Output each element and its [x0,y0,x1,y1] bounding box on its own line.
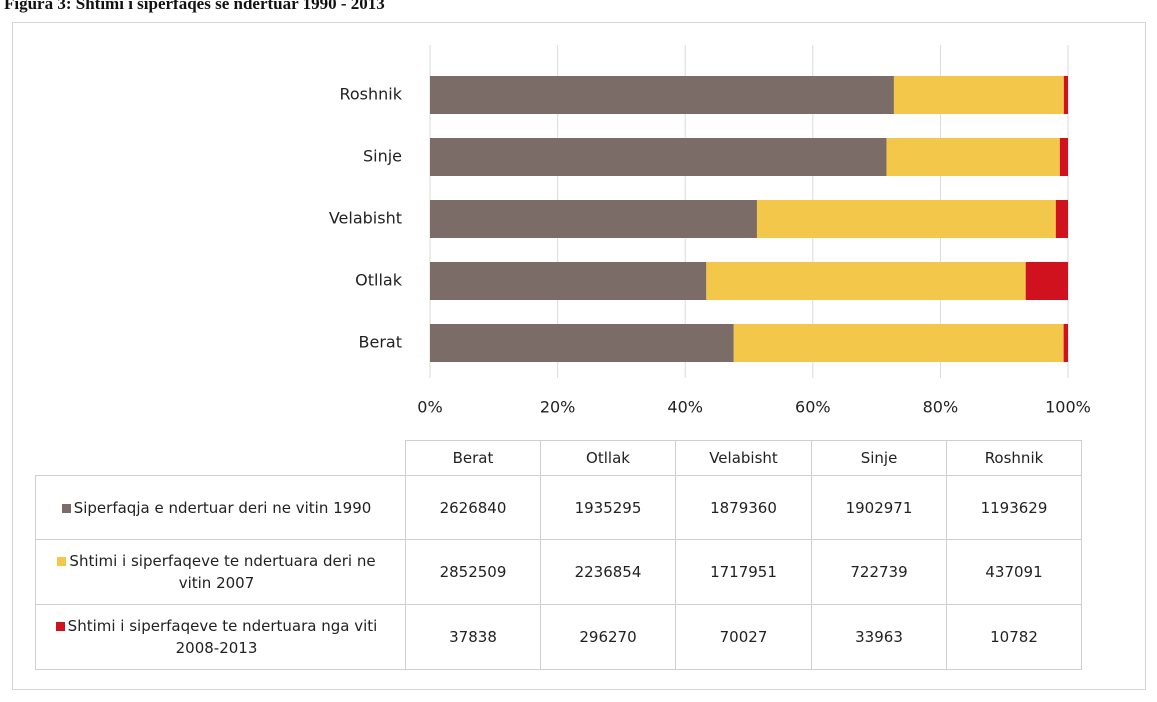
table-cell: 2852509 [405,539,541,605]
table-cell: 1902971 [811,475,947,540]
table-header: Velabisht [675,440,812,476]
legend-item: Shtimi i siperfaqeve te ndertuara nga vi… [44,615,389,659]
table-cell: 437091 [946,539,1082,605]
bar-segment [430,138,887,176]
chart: 0% 20% 40% 60% 80% 100% Berat Otllak Velabisht Si… [329,45,1091,417]
table-header: Sinje [811,440,947,476]
x-tick-label: 20% [540,398,576,417]
bar-segment [893,76,1064,114]
x-tick-label: 80% [923,398,959,417]
y-tick-label: Velabisht [329,209,402,228]
bar-segment [430,324,734,362]
legend-label: Siperfaqja e ndertuar deri ne vitin 1990 [73,498,372,517]
legend-label: Shtimi i siperfaqeve te ndertuara nga vi… [67,617,378,657]
bar-segment [1055,200,1068,238]
bar-segment [886,138,1060,176]
y-tick-label: Otllak [355,271,403,290]
legend-swatch [57,557,67,566]
chart-title: Figura 3: Shtimi i siperfaqes se ndertua… [4,0,385,13]
x-tick-label: 40% [667,398,703,417]
table-cell: 1717951 [675,539,812,605]
legend-item: Siperfaqja e ndertuar deri ne vitin 1990 [44,497,389,519]
bar-segment [1059,138,1068,176]
table-cell: 1935295 [540,475,676,540]
x-tick-label: 60% [795,398,831,417]
legend-label: Shtimi i siperfaqeve te ndertuara deri n… [69,552,376,592]
legend-swatch [55,622,65,631]
bar-segment [733,324,1064,362]
chart-frame [12,22,1146,690]
bar-segment [430,200,757,238]
y-tick-label: Berat [359,333,402,352]
legend-item: Shtimi i siperfaqeve te ndertuara deri n… [44,550,389,594]
table-cell: 37838 [405,604,541,670]
table-cell: 33963 [811,604,947,670]
table-header: Roshnik [946,440,1082,476]
table-cell: 70027 [675,604,812,670]
x-tick-label: 100% [1045,398,1091,417]
bar-segment [756,200,1056,238]
table-cell: 1193629 [946,475,1082,540]
table-cell: 722739 [811,539,947,605]
bar-segment [1063,76,1068,114]
table-header: Otllak [540,440,676,476]
table-cell: 1879360 [675,475,812,540]
y-tick-label: Sinje [363,147,402,166]
bar-segment [430,76,894,114]
y-tick-label: Roshnik [339,85,402,104]
legend-entry: Shtimi i siperfaqeve te ndertuara nga vi… [35,604,406,670]
table-header: Berat [405,440,541,476]
bar-segment [1025,262,1068,300]
bar-segment [1063,324,1068,362]
legend-entry: Shtimi i siperfaqeve te ndertuara deri n… [35,539,406,605]
bar-segment [430,262,707,300]
table-cell: 296270 [540,604,676,670]
legend-swatch [61,503,71,513]
legend-entry: Siperfaqja e ndertuar deri ne vitin 1990 [35,475,406,540]
table-cell: 2236854 [540,539,676,605]
table-cell: 2626840 [405,475,541,540]
bar-segment [706,262,1026,300]
table-cell: 10782 [946,604,1082,670]
x-tick-label: 0% [417,398,442,417]
